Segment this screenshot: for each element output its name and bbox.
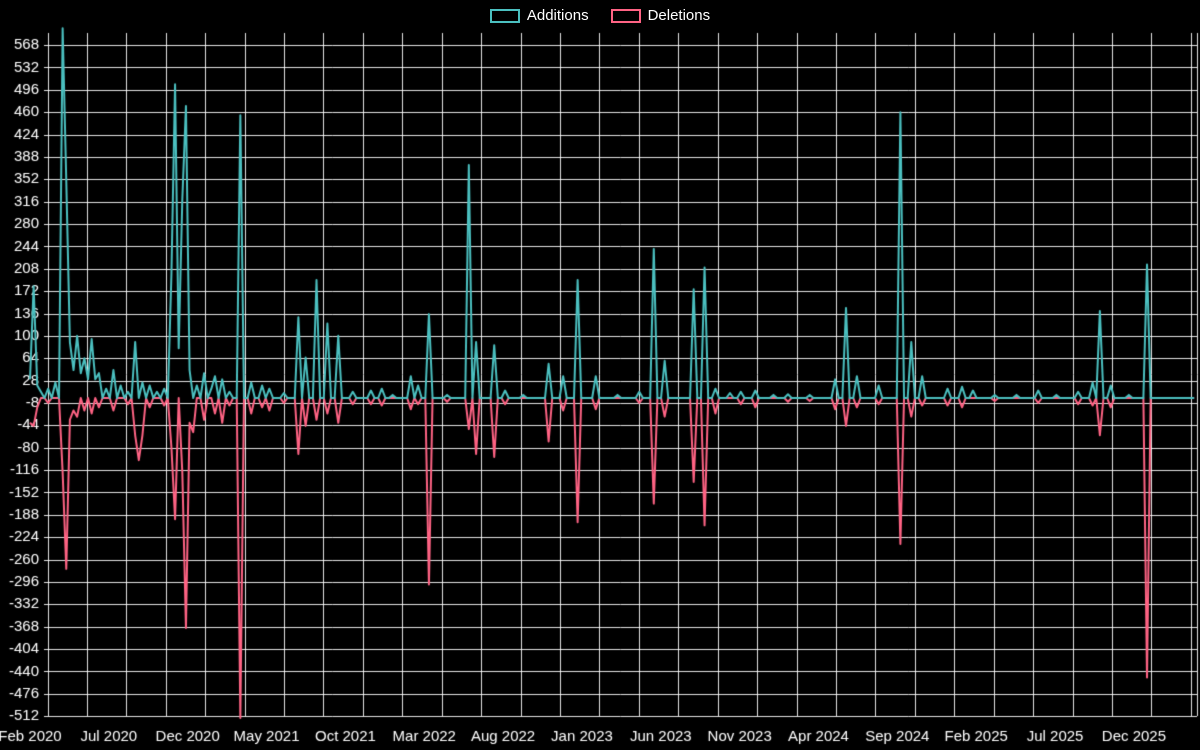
legend-label-deletions: Deletions xyxy=(647,7,711,24)
legend-label-additions: Additions xyxy=(526,7,589,24)
chart-legend: Additions Deletions xyxy=(0,7,1200,25)
legend-item-additions[interactable]: Additions xyxy=(489,7,589,25)
deletions-swatch-icon xyxy=(610,9,641,23)
legend-item-deletions[interactable]: Deletions xyxy=(610,7,711,25)
additions-swatch-icon xyxy=(489,9,520,23)
